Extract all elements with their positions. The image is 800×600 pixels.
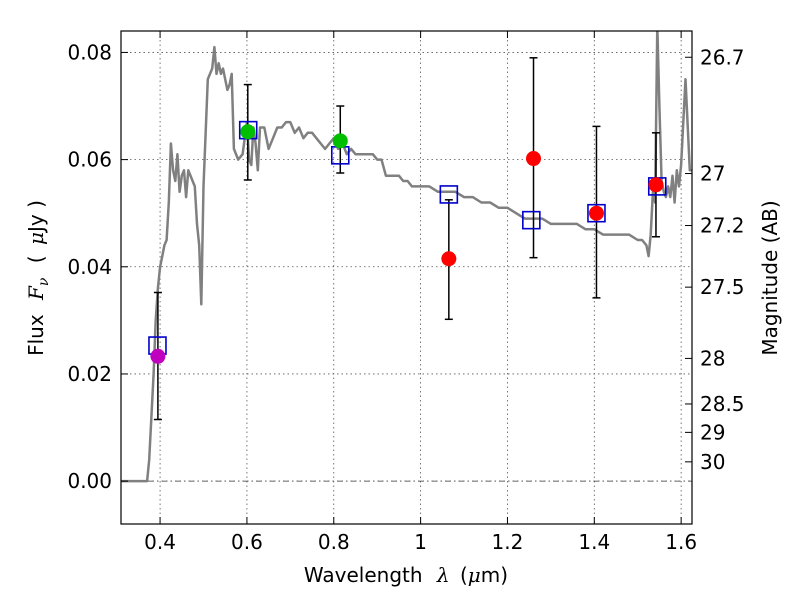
x-tick-label: 1.6 [665, 530, 697, 554]
y-axis-label: Flux Fν ( μJy ) [24, 200, 53, 356]
observed-point [648, 177, 664, 193]
magnitude-tick-label: 28 [700, 346, 725, 370]
magnitude-tick-label: 28.5 [700, 392, 745, 416]
x-tick-label: 1.4 [578, 530, 610, 554]
model-band-square [587, 203, 606, 223]
x-axis-ticks: 0.4 0.6 0.8 1 1.2 1.4 1.6 [144, 31, 697, 554]
x-tick-label: 0.6 [231, 530, 263, 554]
magnitude-tick-label: 26.7 [700, 45, 745, 69]
grid [121, 31, 692, 524]
model-band-square [522, 210, 541, 230]
observed-points [150, 124, 664, 364]
x-tick-label: 1 [414, 530, 427, 554]
observed-point [526, 151, 542, 167]
magnitude-axis-label: Magnitude (AB) [758, 200, 782, 355]
model-sed-line [121, 31, 692, 483]
x-axis-label: Wavelength λ (μm) [304, 563, 508, 587]
observed-point [240, 124, 256, 140]
observed-point [150, 348, 166, 364]
magnitude-tick-label: 27.5 [700, 275, 745, 299]
model-band-squares [148, 120, 667, 355]
error-bars [153, 57, 660, 421]
model-band-square [439, 185, 459, 204]
observed-point [332, 133, 348, 149]
x-tick-label: 0.8 [318, 530, 350, 554]
observed-point [588, 205, 604, 221]
magnitude-tick-label: 27.2 [700, 214, 745, 238]
x-tick-label: 0.4 [144, 530, 176, 554]
y-tick-label: 0.02 [67, 362, 112, 386]
y-tick-label: 0.04 [67, 255, 112, 279]
observed-point [441, 251, 457, 267]
y-tick-label: 0.08 [67, 40, 112, 64]
x-tick-label: 1.2 [492, 530, 524, 554]
magnitude-axis-ticks: 26.7 27 27.2 27.5 28 28.5 29 30 [685, 45, 745, 474]
y-tick-label: 0.06 [67, 148, 112, 172]
plot-frame [120, 30, 693, 525]
y-tick-label: 0.00 [67, 469, 112, 493]
y-axis-ticks: 0.00 0.02 0.04 0.06 0.08 [67, 40, 128, 493]
magnitude-tick-label: 29 [700, 420, 725, 444]
magnitude-tick-label: 30 [700, 450, 725, 474]
magnitude-tick-label: 27 [700, 162, 725, 186]
